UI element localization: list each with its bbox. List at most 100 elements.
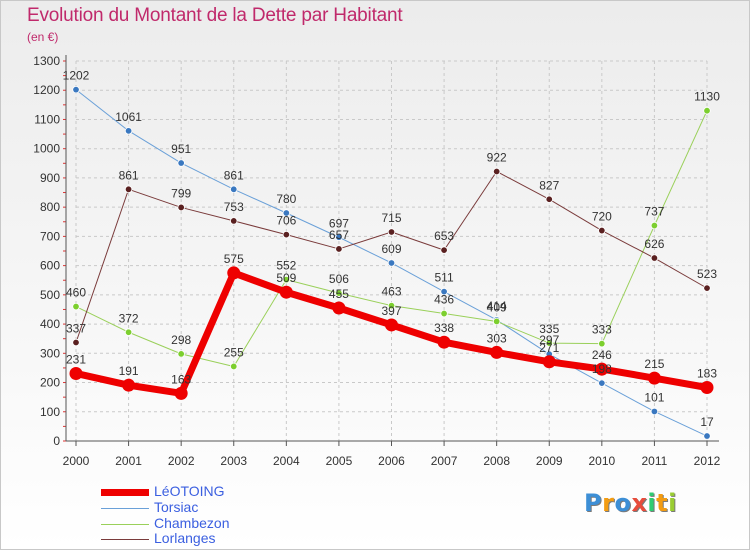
data-label-leotoing: 575 [224, 252, 244, 266]
data-label-chambezon: 460 [66, 286, 86, 300]
data-label-lorlanges: 706 [276, 214, 296, 228]
legend-label-chambezon: Chambezon [154, 515, 230, 531]
data-label-torsiac: 780 [276, 192, 296, 206]
data-label-leotoing: 455 [329, 287, 349, 301]
y-tick-label: 1100 [34, 112, 60, 126]
legend-item-torsiac: Torsiac [101, 499, 301, 515]
data-point-lorlanges [703, 284, 711, 292]
x-tick-label: 2009 [536, 454, 563, 468]
logo-letter: P [584, 489, 603, 517]
data-label-torsiac: 17 [700, 415, 714, 429]
proxiti-logo: Proxiti [584, 489, 677, 517]
data-label-leotoing: 509 [276, 271, 296, 285]
data-point-chambezon [124, 328, 133, 336]
data-label-torsiac: 861 [224, 168, 244, 182]
data-label-chambezon: 409 [487, 300, 507, 314]
data-label-leotoing: 303 [487, 331, 507, 345]
series-lines [69, 85, 714, 440]
data-label-chambezon: 463 [381, 285, 401, 299]
data-point-torsiac [282, 209, 291, 217]
data-point-chambezon [72, 302, 80, 311]
data-point-torsiac [598, 379, 606, 387]
data-point-lorlanges [492, 167, 501, 176]
data-label-torsiac: 609 [381, 242, 401, 256]
data-label-leotoing: 191 [119, 364, 139, 378]
data-point-leotoing [69, 366, 83, 380]
data-point-torsiac [335, 233, 343, 241]
data-label-lorlanges: 657 [329, 228, 349, 242]
x-tick-label: 2012 [694, 454, 721, 468]
data-point-torsiac [230, 185, 238, 194]
legend-swatch-chambezon [101, 524, 149, 525]
series-leotoing [69, 266, 714, 400]
legend-swatch-leotoing [101, 489, 149, 496]
x-tick-label: 2003 [220, 454, 247, 468]
x-tick-label: 2011 [642, 454, 668, 468]
y-tick-label: 700 [40, 229, 60, 243]
logo-letter: t [656, 489, 669, 517]
axes: 0 100 200 300 400 500 600 700 800 900 1000 1100 1200… [33, 54, 720, 468]
y-tick-label: 1300 [33, 54, 60, 68]
data-label-torsiac: 951 [171, 142, 191, 156]
data-label-torsiac: 198 [592, 362, 612, 376]
data-point-torsiac [177, 159, 185, 167]
data-point-lorlanges [282, 230, 291, 239]
x-tick-label: 2006 [378, 454, 405, 468]
data-point-lorlanges [72, 338, 80, 347]
data-label-leotoing: 215 [644, 357, 664, 371]
data-point-lorlanges [124, 185, 133, 194]
y-tick-label: 500 [40, 288, 60, 302]
data-label-lorlanges: 523 [697, 267, 717, 281]
data-labels: 1202 1061 951 861 780 697 609 511 414 297 198 101 17… [63, 69, 721, 429]
data-point-torsiac [72, 85, 80, 94]
data-point-torsiac [703, 432, 711, 440]
chart-title: Evolution du Montant de la Dette par Hab… [27, 5, 403, 26]
legend-item-lorlanges: Lorlanges [101, 530, 301, 546]
data-point-leotoing [542, 355, 556, 369]
legend-label-lorlanges: Lorlanges [154, 530, 216, 546]
data-label-leotoing: 163 [171, 372, 191, 386]
x-tick-label: 2002 [168, 454, 195, 468]
data-label-torsiac: 1202 [63, 69, 90, 83]
data-point-chambezon [440, 309, 448, 318]
data-label-chambezon: 552 [276, 259, 296, 273]
data-point-leotoing [227, 266, 241, 280]
data-label-chambezon: 436 [434, 293, 454, 307]
legend-item-leotoing: LéOTOING [101, 483, 301, 499]
data-point-torsiac [124, 127, 133, 135]
data-point-lorlanges [440, 246, 448, 254]
data-point-leotoing [332, 301, 346, 315]
data-label-lorlanges: 715 [381, 211, 401, 225]
data-label-leotoing: 246 [592, 348, 612, 362]
data-point-leotoing [385, 318, 398, 332]
data-point-chambezon [230, 362, 238, 371]
data-point-leotoing [647, 371, 661, 385]
data-point-chambezon [387, 301, 396, 310]
x-tick-label: 2005 [326, 454, 353, 468]
data-label-torsiac: 697 [329, 216, 349, 230]
data-point-chambezon [282, 275, 291, 284]
y-tick-label: 0 [53, 434, 60, 448]
data-label-leotoing: 271 [539, 341, 559, 355]
y-tick-label: 200 [40, 376, 60, 390]
data-label-chambezon: 255 [224, 345, 244, 359]
data-label-torsiac: 101 [644, 390, 664, 404]
data-label-torsiac: 511 [435, 271, 454, 285]
logo-letter: x [631, 489, 648, 517]
data-label-leotoing: 231 [66, 352, 86, 366]
data-point-lorlanges [335, 245, 343, 253]
data-label-lorlanges: 337 [66, 321, 86, 335]
data-point-chambezon [177, 350, 185, 358]
data-label-lorlanges: 922 [487, 150, 507, 164]
data-point-chambezon [335, 289, 343, 297]
series-torsiac [72, 85, 711, 440]
data-point-chambezon [650, 221, 659, 230]
data-label-torsiac: 1061 [115, 110, 142, 124]
x-tick-label: 2004 [273, 454, 300, 468]
y-tick-label: 900 [40, 171, 60, 185]
data-label-lorlanges: 626 [644, 237, 664, 251]
data-point-chambezon [492, 317, 501, 326]
data-point-leotoing [279, 285, 293, 299]
